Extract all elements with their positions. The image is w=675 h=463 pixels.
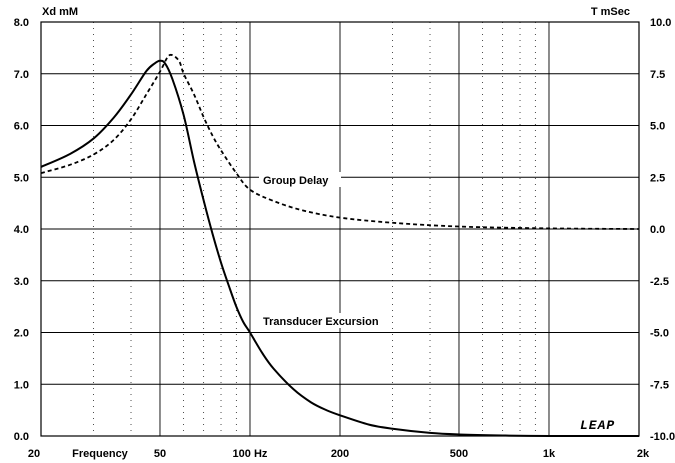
x-tick-label: 200 xyxy=(331,448,349,460)
y-left-tick-label: 8.0 xyxy=(14,17,29,29)
y-right-tick-label: -2.5 xyxy=(650,276,669,288)
leap-logo: LEAP xyxy=(576,414,636,433)
series-line-group-delay xyxy=(40,53,640,230)
y-right-tick-label: 10.0 xyxy=(650,17,671,29)
y-right-tick-label: 2.5 xyxy=(650,172,665,184)
x-tick-label: 500 xyxy=(450,448,468,460)
tick-labels: 20 50 100 Hz 200 500 1k 2k 0.0 1.0 2.0 3.0 4.0 5.0 6.… xyxy=(14,17,675,460)
y-left-tick-label: 6.0 xyxy=(14,121,29,133)
y-right-tick-label: 7.5 xyxy=(650,69,665,81)
y-left-axis-label: Xd mM xyxy=(42,6,78,18)
x-axis-label: Frequency xyxy=(72,448,129,460)
y-left-tick-label: 1.0 xyxy=(14,379,29,391)
y-left-tick-label: 0.0 xyxy=(14,431,29,443)
annotation-transducer-excursion-text: Transducer Excursion xyxy=(263,316,379,328)
x-tick-label: 100 Hz xyxy=(233,448,268,460)
x-tick-label: 2k xyxy=(637,448,650,460)
y-left-tick-label: 5.0 xyxy=(14,172,29,184)
y-right-tick-label: -10.0 xyxy=(650,431,675,443)
y-right-tick-label: -7.5 xyxy=(650,379,669,391)
y-right-tick-label: 0.0 xyxy=(650,224,665,236)
annotation-group-delay-text: Group Delay xyxy=(263,175,329,187)
y-right-axis-label: T mSec xyxy=(591,6,630,18)
y-left-tick-label: 3.0 xyxy=(14,276,29,288)
x-tick-label: 1k xyxy=(543,448,556,460)
series-line-transducer-excursion xyxy=(40,59,640,438)
leap-logo-text: LEAP xyxy=(580,418,615,433)
y-right-tick-label: 5.0 xyxy=(650,121,665,133)
y-left-tick-label: 2.0 xyxy=(14,328,29,340)
y-left-tick-label: 4.0 xyxy=(14,224,29,236)
x-tick-label: 20 xyxy=(28,448,40,460)
y-left-tick-label: 7.0 xyxy=(14,69,29,81)
y-right-tick-label: -5.0 xyxy=(650,328,669,340)
annotation-group-delay: Group Delay xyxy=(259,172,341,187)
x-tick-label: 50 xyxy=(154,448,166,460)
series-layer xyxy=(40,53,640,438)
annotation-transducer-excursion: Transducer Excursion xyxy=(259,313,391,328)
